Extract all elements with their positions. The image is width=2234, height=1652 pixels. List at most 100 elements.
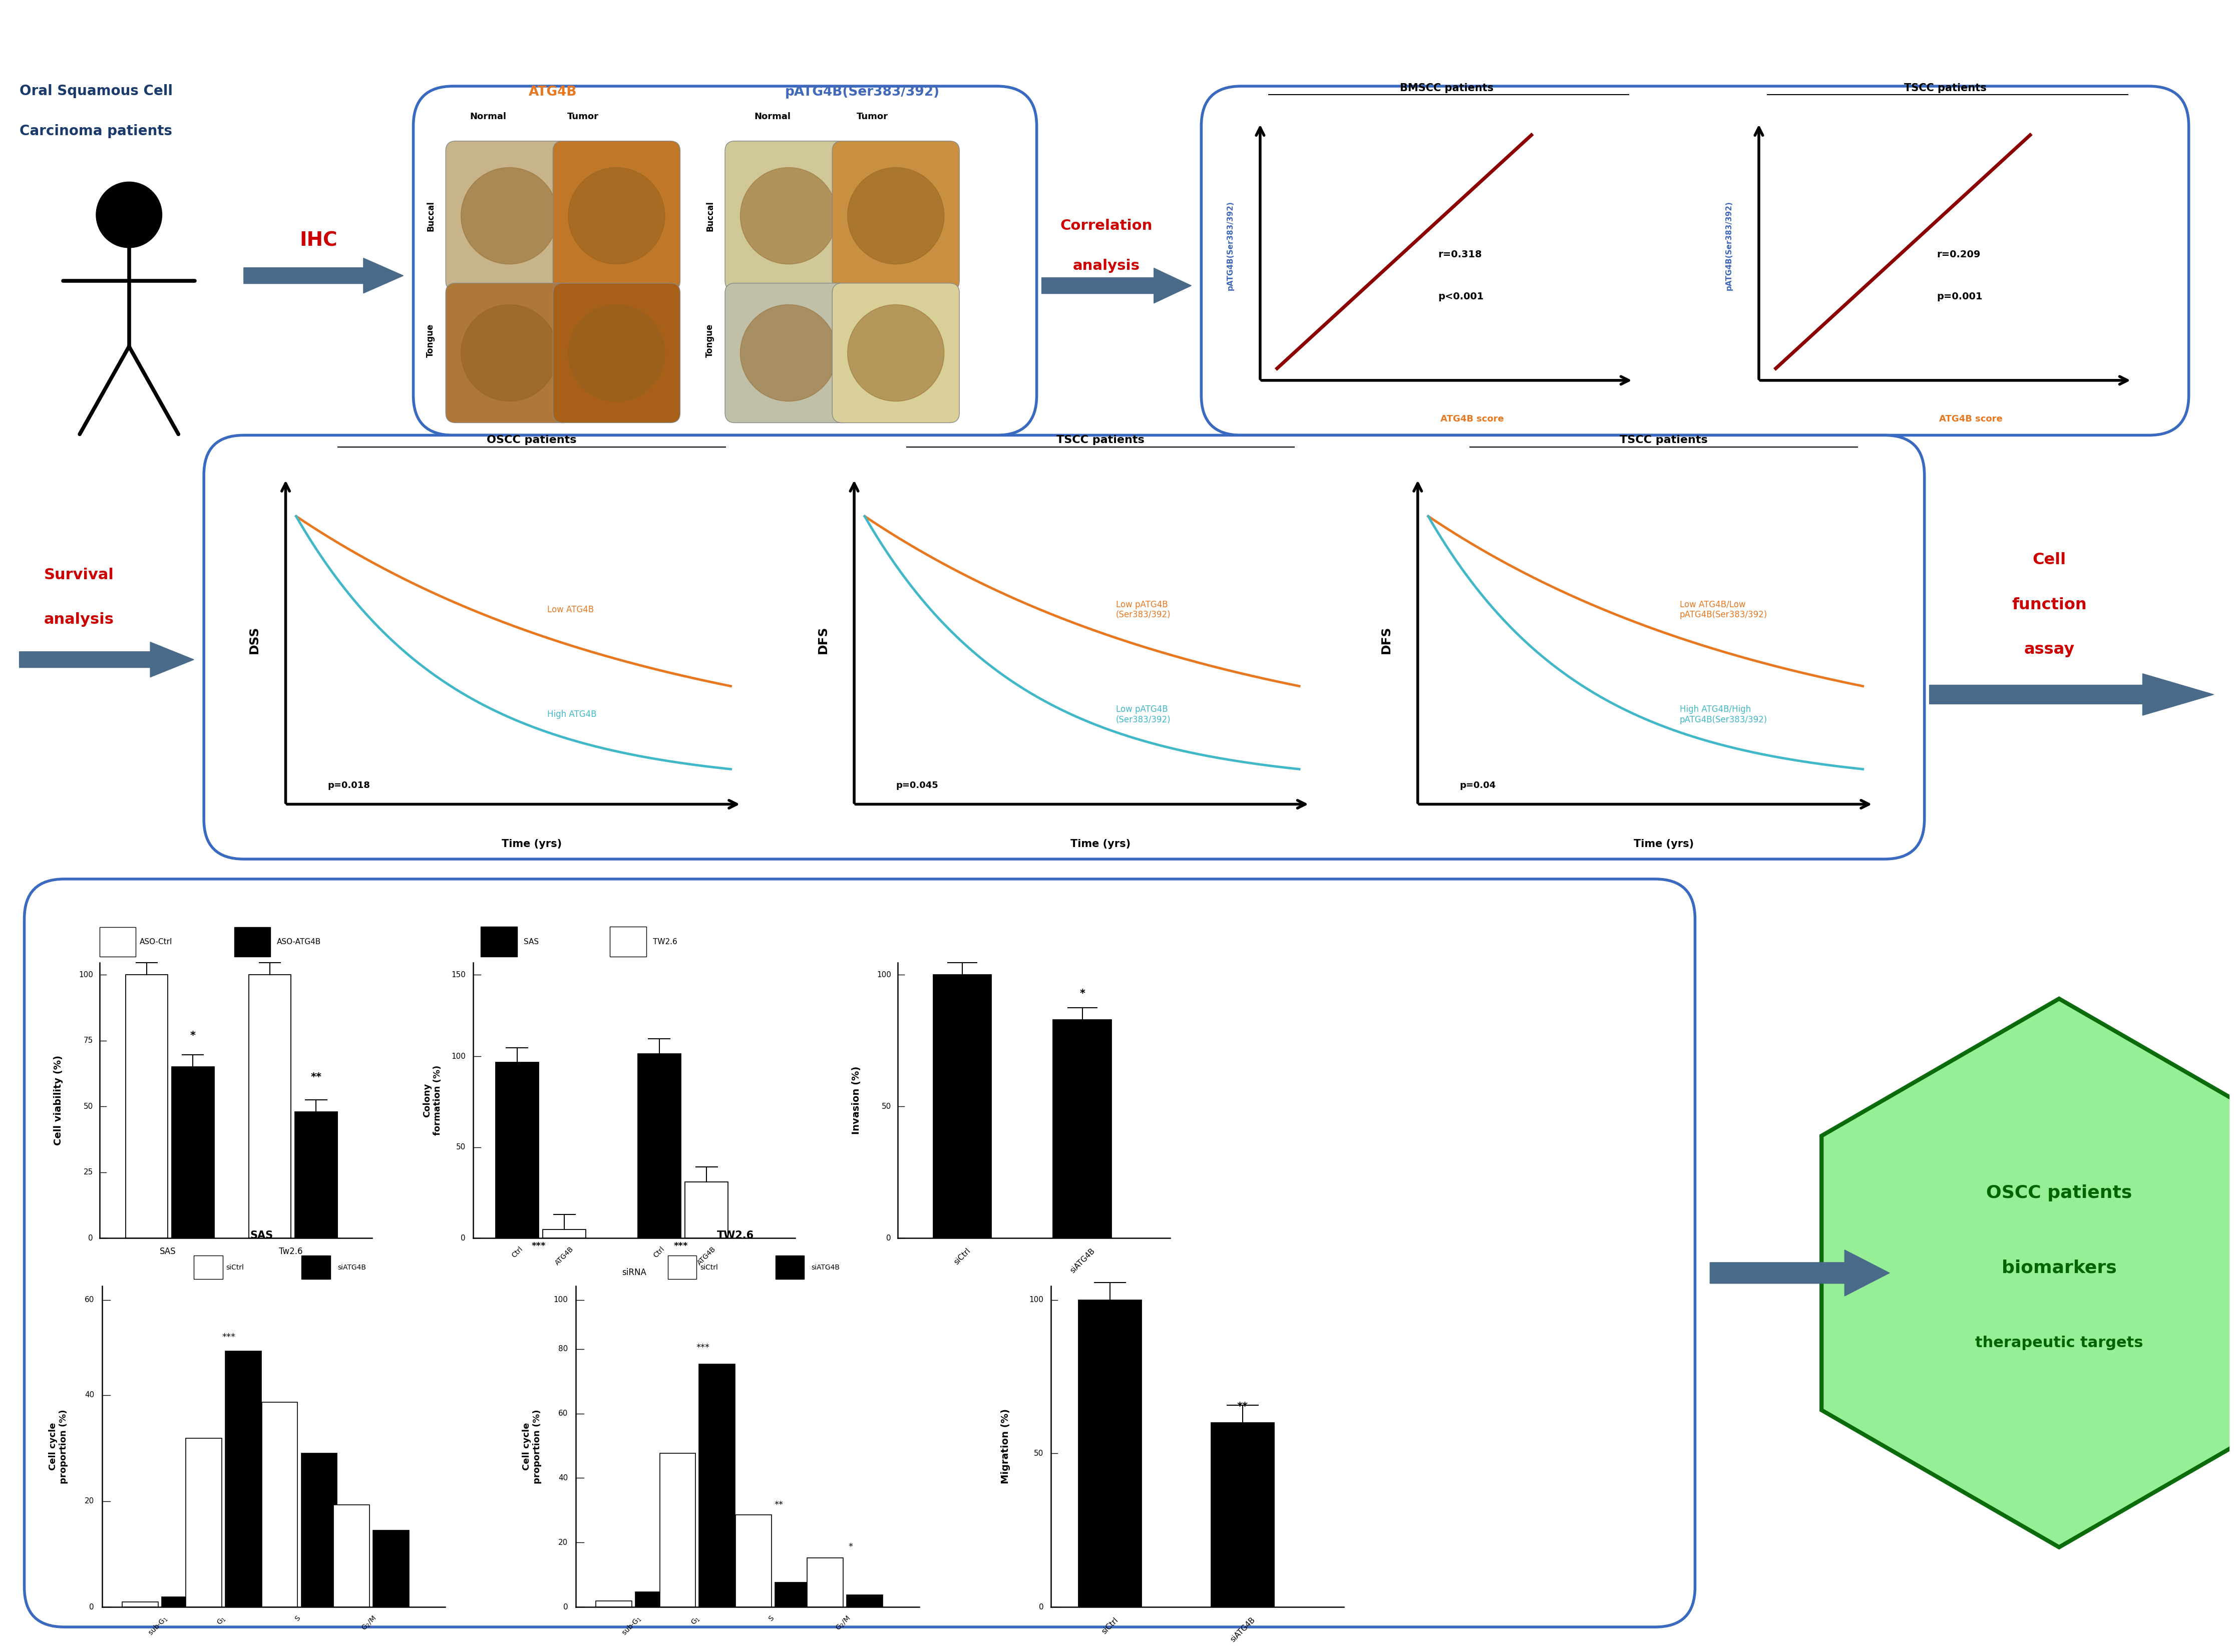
Circle shape	[567, 167, 666, 264]
Text: Tw2.6: Tw2.6	[279, 1247, 304, 1256]
Bar	[185, 1439, 221, 1607]
Text: TW2.6: TW2.6	[652, 938, 677, 945]
Text: Tongue: Tongue	[706, 324, 715, 357]
Text: siCtrl: siCtrl	[1101, 1616, 1119, 1635]
Text: Ctrl: Ctrl	[652, 1246, 666, 1259]
Text: Cell cycle
proportion (%): Cell cycle proportion (%)	[49, 1409, 67, 1483]
Text: High ATG4B/High
pATG4B(Ser383/392): High ATG4B/High pATG4B(Ser383/392)	[1680, 705, 1767, 724]
Text: SAS: SAS	[523, 938, 538, 945]
Bar	[302, 1256, 331, 1279]
Text: sub-G$_1$: sub-G$_1$	[147, 1614, 170, 1637]
Polygon shape	[1821, 999, 2234, 1548]
Bar	[775, 1256, 804, 1279]
Bar	[847, 1594, 882, 1607]
Text: 80: 80	[558, 1345, 567, 1353]
Text: 50: 50	[1034, 1450, 1043, 1457]
Bar	[496, 1062, 538, 1237]
Text: Ctrl: Ctrl	[509, 1246, 525, 1259]
Text: Tongue: Tongue	[427, 324, 436, 357]
Circle shape	[847, 167, 945, 264]
Text: ASO-Ctrl: ASO-Ctrl	[141, 938, 172, 947]
Text: siCtrl: siCtrl	[226, 1264, 244, 1270]
Text: 0: 0	[89, 1234, 94, 1242]
Text: p=0.001: p=0.001	[1937, 292, 1984, 301]
Text: ASO-ATG4B: ASO-ATG4B	[277, 938, 322, 947]
Text: ***: ***	[532, 1242, 545, 1251]
Text: 100: 100	[451, 1052, 465, 1061]
Text: p=0.018: p=0.018	[328, 781, 371, 790]
Circle shape	[739, 167, 838, 264]
Text: BMSCC patients: BMSCC patients	[1401, 83, 1495, 93]
Text: OSCC patients: OSCC patients	[1986, 1184, 2131, 1201]
Text: G$_1$: G$_1$	[217, 1614, 228, 1627]
Text: Normal: Normal	[469, 112, 507, 121]
Text: 50: 50	[456, 1143, 465, 1151]
Text: r=0.318: r=0.318	[1439, 249, 1481, 259]
Bar	[735, 1515, 771, 1607]
Text: pATG4B(Ser383/392): pATG4B(Ser383/392)	[1725, 202, 1734, 291]
Text: G$_1$: G$_1$	[690, 1614, 701, 1627]
Bar	[668, 1256, 697, 1279]
Text: *: *	[190, 1031, 197, 1041]
Text: G$_2$/M: G$_2$/M	[833, 1614, 851, 1632]
FancyBboxPatch shape	[413, 86, 1037, 434]
Bar	[235, 927, 270, 957]
Text: High ATG4B: High ATG4B	[547, 710, 596, 719]
Bar	[161, 1597, 197, 1607]
Text: 0: 0	[460, 1234, 465, 1242]
Text: Time (yrs): Time (yrs)	[503, 839, 561, 849]
Text: siATG4B: siATG4B	[337, 1264, 366, 1270]
FancyBboxPatch shape	[447, 282, 572, 423]
Text: ATG4B score: ATG4B score	[1441, 415, 1503, 423]
Text: **: **	[773, 1500, 784, 1510]
Text: r=0.209: r=0.209	[1937, 249, 1982, 259]
Bar	[101, 927, 136, 957]
Text: ATG4B score: ATG4B score	[1939, 415, 2002, 423]
Text: DFS: DFS	[818, 626, 829, 654]
Text: Carcinoma patients: Carcinoma patients	[20, 124, 172, 139]
Text: 0: 0	[887, 1234, 891, 1242]
Bar	[125, 975, 168, 1237]
Bar	[543, 1229, 585, 1237]
Text: 100: 100	[1030, 1297, 1043, 1303]
Text: 20: 20	[85, 1497, 94, 1505]
Text: analysis: analysis	[45, 613, 114, 628]
Text: Time (yrs): Time (yrs)	[1633, 839, 1693, 849]
Text: Cell: Cell	[2033, 552, 2066, 568]
Circle shape	[847, 304, 945, 401]
Text: function: function	[2011, 596, 2087, 613]
Text: pATG4B(Ser383/392): pATG4B(Ser383/392)	[1226, 202, 1233, 291]
Text: Tumor: Tumor	[567, 112, 599, 121]
Text: Low ATG4B/Low
pATG4B(Ser383/392): Low ATG4B/Low pATG4B(Ser383/392)	[1680, 600, 1767, 620]
FancyBboxPatch shape	[203, 434, 1923, 859]
FancyBboxPatch shape	[726, 140, 851, 291]
Text: TSCC patients: TSCC patients	[1057, 434, 1144, 444]
Bar	[248, 975, 290, 1237]
Text: Tumor: Tumor	[856, 112, 887, 121]
Bar	[373, 1530, 409, 1607]
Circle shape	[460, 167, 558, 264]
Bar	[659, 1454, 695, 1607]
Text: siATG4B: siATG4B	[811, 1264, 840, 1270]
Bar	[302, 1454, 337, 1607]
Text: ***: ***	[221, 1333, 237, 1341]
Bar	[226, 1351, 261, 1607]
Text: Colony
formation (%): Colony formation (%)	[422, 1066, 442, 1135]
Text: Buccal: Buccal	[427, 200, 436, 231]
Bar	[775, 1583, 811, 1607]
Text: ATG4B: ATG4B	[529, 86, 576, 99]
Circle shape	[460, 304, 558, 401]
Text: Low pATG4B
(Ser383/392): Low pATG4B (Ser383/392)	[1117, 705, 1171, 724]
FancyBboxPatch shape	[447, 140, 572, 291]
Text: ***: ***	[697, 1343, 710, 1353]
Text: S: S	[293, 1614, 302, 1622]
Text: G$_2$/M: G$_2$/M	[360, 1614, 378, 1632]
FancyBboxPatch shape	[1202, 86, 2189, 434]
Bar	[634, 1591, 670, 1607]
Text: TSCC patients: TSCC patients	[1620, 434, 1707, 444]
Text: 40: 40	[85, 1391, 94, 1399]
Text: Normal: Normal	[755, 112, 791, 121]
Text: **: **	[1238, 1401, 1249, 1411]
Text: 150: 150	[451, 971, 465, 978]
Text: p<0.001: p<0.001	[1439, 292, 1483, 301]
